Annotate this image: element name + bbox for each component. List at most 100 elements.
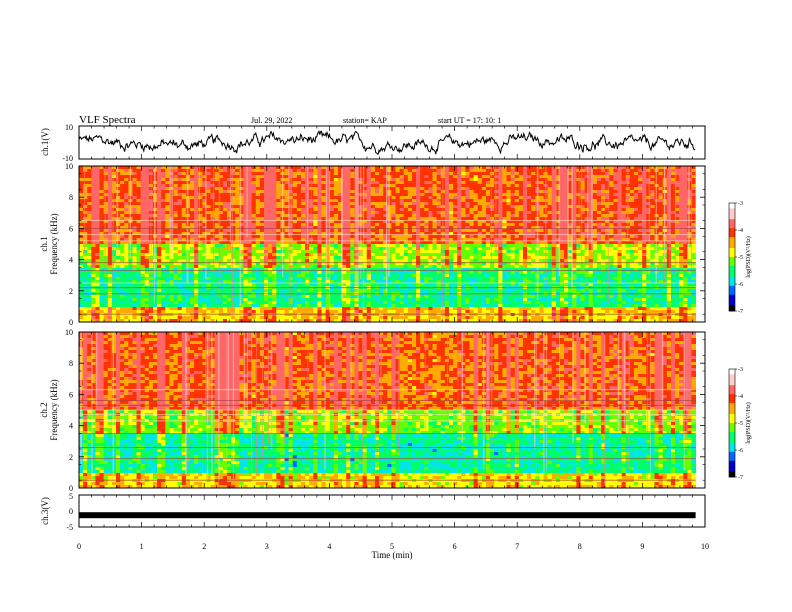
spectrogram-cell <box>272 193 277 197</box>
spectrogram-cell <box>79 178 84 182</box>
spectrogram-cell <box>157 253 162 257</box>
spectrogram-cell <box>124 175 129 179</box>
spectrogram-cell <box>370 172 376 176</box>
spectrogram-cell <box>362 238 368 242</box>
spectrogram-cell <box>350 295 355 299</box>
spectrogram-cell <box>210 172 216 176</box>
spectrogram-cell <box>107 217 113 221</box>
spectrogram-cell <box>132 250 137 254</box>
spectrogram-cell <box>461 220 466 224</box>
spectrogram-cell <box>346 241 351 245</box>
spectrogram-cell <box>177 223 183 227</box>
spectrogram-cell <box>432 247 438 251</box>
spectrogram-cell <box>403 313 409 317</box>
spectrogram-cell <box>161 241 166 245</box>
spectrogram-cell <box>83 184 88 188</box>
spectrogram-cell <box>173 211 179 215</box>
spectrogram-cell <box>91 232 96 236</box>
spectrogram-cell <box>210 211 216 215</box>
spectrogram-cell <box>317 277 322 281</box>
spectrogram-cell <box>226 172 232 176</box>
spectrogram-cell <box>222 274 228 278</box>
spectrogram-cell <box>202 205 207 209</box>
spectrogram-cell <box>448 193 454 197</box>
spectrogram-cell <box>362 244 368 248</box>
spectrogram-cell <box>325 187 331 191</box>
spectrogram-cell <box>99 313 105 317</box>
spectrogram-cell <box>194 259 199 263</box>
spectrogram-cell <box>194 307 199 311</box>
spectrogram-cell <box>383 208 388 212</box>
spectrogram-cell <box>140 313 146 317</box>
spectrogram-cell <box>247 217 253 221</box>
spectrogram-cell <box>268 193 273 197</box>
spectrogram-cell <box>87 226 92 230</box>
spectrogram-cell <box>313 298 318 302</box>
spectrogram-cell <box>350 265 355 269</box>
spectrogram-cell <box>99 268 105 272</box>
spectrogram-cell <box>428 229 433 233</box>
spectrogram-cell <box>107 211 113 215</box>
spectrogram-cell <box>403 175 409 179</box>
spectrogram-cell <box>276 289 281 293</box>
spectrogram-cell <box>239 175 244 179</box>
spectrogram-cell <box>247 169 253 173</box>
spectrogram-cell <box>276 298 281 302</box>
spectrogram-cell <box>206 244 211 248</box>
spectrogram-cell <box>391 256 396 260</box>
spectrogram-cell <box>276 280 281 284</box>
spectrogram-cell <box>407 214 413 218</box>
spectrogram-cell <box>198 175 203 179</box>
spectrogram-cell <box>116 211 121 215</box>
spectrogram-cell <box>169 310 174 314</box>
spectrogram-cell <box>206 202 211 206</box>
spectrogram-cell <box>350 178 355 182</box>
spectrogram-cell <box>366 283 372 287</box>
spectrogram-cell <box>329 181 335 185</box>
spectrogram-cell <box>132 268 137 272</box>
spectrogram-cell <box>387 280 392 284</box>
spectrogram-cell <box>424 199 429 203</box>
spectrogram-cell <box>300 289 306 293</box>
spectrogram-cell <box>300 310 306 314</box>
spectrogram-cell <box>136 265 142 269</box>
spectrogram-cell <box>383 241 388 245</box>
spectrogram-cell <box>329 244 335 248</box>
spectrogram-cell <box>99 316 105 320</box>
spectrogram-cell <box>198 172 203 176</box>
spectrogram-cell <box>284 175 290 179</box>
spectrogram-cell <box>198 277 203 281</box>
spectrogram-cell <box>366 295 372 299</box>
spectrogram-cell <box>226 301 232 305</box>
spectrogram-cell <box>124 223 129 227</box>
spectrogram-cell <box>79 319 84 323</box>
spectrogram-cell <box>444 220 450 224</box>
spectrogram-cell <box>428 268 433 272</box>
spectrogram-cell <box>457 289 462 293</box>
spectrogram-cell <box>432 298 438 302</box>
spectrogram-cell <box>83 193 88 197</box>
spectrogram-cell <box>325 304 331 308</box>
spectrogram-cell <box>111 244 117 248</box>
ch1-ylabel: ch.1(V) <box>40 128 50 156</box>
spectrogram-cell <box>181 283 187 287</box>
spectrogram-cell <box>210 220 216 224</box>
spectrogram-cell <box>374 280 380 284</box>
spectrogram-cell <box>325 253 331 257</box>
spectrogram-cell <box>428 172 433 176</box>
spectrogram-cell <box>407 280 413 284</box>
spectrogram-cell <box>194 244 199 248</box>
spectrogram-cell <box>157 265 162 269</box>
spectrogram-cell <box>276 190 281 194</box>
spectrogram-cell <box>342 253 347 257</box>
spectrogram-cell <box>407 268 413 272</box>
spectrogram-cell <box>350 301 355 305</box>
spectrogram-cell <box>251 265 257 269</box>
spectrogram-cell <box>448 268 454 272</box>
spectrogram-cell <box>395 274 401 278</box>
spectrogram-cell <box>457 196 462 200</box>
spectrogram-cell <box>103 226 109 230</box>
spectrogram-cell <box>333 316 339 320</box>
spectrogram-cell <box>226 211 232 215</box>
spectrogram-cell <box>165 280 170 284</box>
